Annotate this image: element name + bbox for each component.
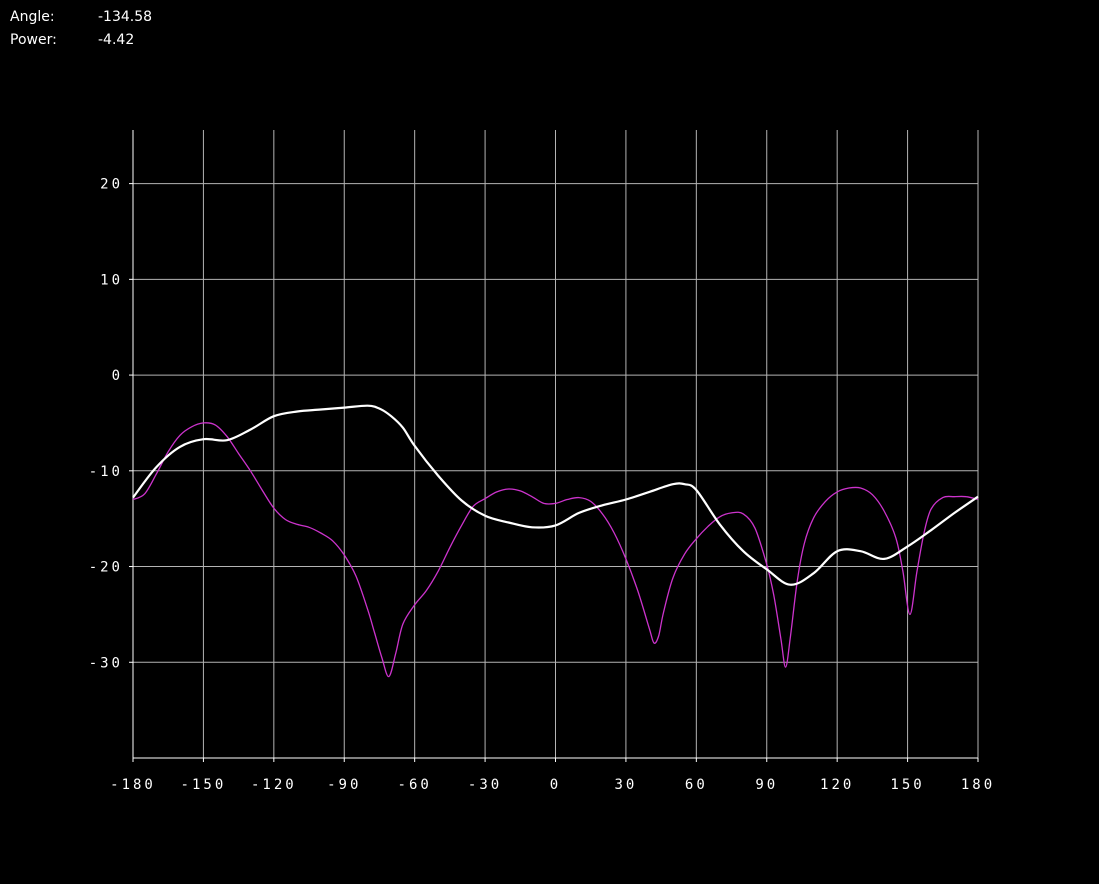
x-tick-label: -120 bbox=[251, 777, 297, 793]
x-tick-label: -30 bbox=[468, 777, 502, 793]
y-tick-label: 10 bbox=[100, 272, 123, 288]
x-tick-label: 150 bbox=[890, 777, 924, 793]
readout-panel: Angle: -134.58 Power: -4.42 bbox=[10, 6, 152, 52]
white-series-line bbox=[132, 404, 979, 586]
y-tick-label: -30 bbox=[89, 655, 123, 671]
series-layer bbox=[132, 404, 979, 678]
power-readout: Power: -4.42 bbox=[10, 29, 152, 52]
grid bbox=[133, 130, 979, 758]
x-tick-label: 0 bbox=[550, 777, 561, 793]
y-tick-label: 20 bbox=[100, 177, 123, 193]
power-label: Power: bbox=[10, 32, 57, 48]
power-value: -4.42 bbox=[98, 32, 135, 48]
x-tick-label: 120 bbox=[820, 777, 854, 793]
x-tick-label: -180 bbox=[110, 777, 156, 793]
x-tick-label: 60 bbox=[685, 777, 708, 793]
y-tick-label: 0 bbox=[112, 368, 123, 384]
y-tick-label: -20 bbox=[89, 560, 123, 576]
x-tick-label: 90 bbox=[755, 777, 778, 793]
angle-label: Angle: bbox=[10, 9, 55, 25]
x-tick-label: -90 bbox=[327, 777, 361, 793]
angle-readout: Angle: -134.58 bbox=[10, 6, 152, 29]
x-tick-label: 180 bbox=[961, 777, 995, 793]
x-tick-label: 30 bbox=[614, 777, 637, 793]
x-tick-label: -150 bbox=[181, 777, 227, 793]
y-tick-label: -10 bbox=[89, 464, 123, 480]
x-tick-label: -60 bbox=[398, 777, 432, 793]
tick-labels: -180 -150 -120 -90 -60 -30 0 30 60 90 120 150 180 -30… bbox=[89, 177, 995, 793]
axes bbox=[129, 130, 979, 762]
angle-value: -134.58 bbox=[98, 9, 153, 25]
magenta-series-line bbox=[132, 422, 979, 678]
